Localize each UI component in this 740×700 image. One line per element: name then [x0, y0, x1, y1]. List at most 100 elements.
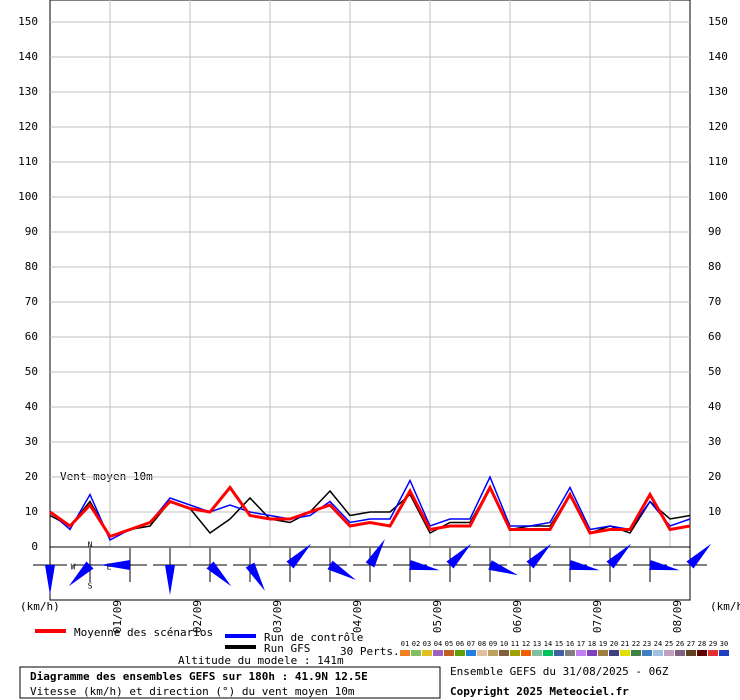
- wind-direction: [446, 543, 472, 569]
- legend-label: 23: [643, 640, 651, 648]
- x-tick-label: 08/09: [671, 600, 684, 633]
- chart-title: Diagramme des ensembles GEFS sur 180h : …: [30, 670, 368, 683]
- legend-swatch: [422, 650, 432, 656]
- legend-label: 25: [665, 640, 673, 648]
- legend-label: 12: [522, 640, 530, 648]
- plot-frame: [49, 0, 691, 601]
- wind-direction: [488, 560, 519, 576]
- legend-swatch: [543, 650, 553, 656]
- legend-label: 02: [412, 640, 420, 648]
- legend-swatch: [664, 650, 674, 656]
- legend-label: 22: [632, 640, 640, 648]
- legend-label: 28: [698, 640, 706, 648]
- y-tick-label: 140: [708, 50, 728, 63]
- wind-direction: [245, 562, 265, 591]
- wind-direction: [526, 543, 552, 569]
- legend-label: Moyenne des scénarios: [74, 626, 213, 639]
- legend-swatch: [653, 650, 663, 656]
- wind-direction: [165, 565, 175, 595]
- y-tick-label: 150: [708, 15, 728, 28]
- legend-swatch: [521, 650, 531, 656]
- chart-subtitle: Vitesse (km/h) et direction (°) du vent …: [30, 685, 355, 698]
- legend-label: 09: [489, 640, 497, 648]
- x-tick-label: 04/09: [351, 600, 364, 633]
- legend-swatch: [554, 650, 564, 656]
- wind-direction: [45, 565, 55, 595]
- y-tick-label: 130: [708, 85, 728, 98]
- wind-direction: [686, 543, 712, 569]
- y-tick-label: 30: [25, 435, 38, 448]
- legend-swatch: [620, 650, 630, 656]
- wind-direction: [286, 543, 312, 569]
- y-tick-label: 20: [25, 470, 38, 483]
- y-tick-label: 90: [708, 225, 721, 238]
- legend-label: 07: [467, 640, 475, 648]
- wind-direction: [206, 561, 232, 587]
- legend-label: 11: [511, 640, 519, 648]
- legend-label: 19: [599, 640, 607, 648]
- legend-swatch: [642, 650, 652, 656]
- legend-swatch: [400, 650, 410, 656]
- y-tick-label: 130: [18, 85, 38, 98]
- x-tick-label: 01/09: [111, 600, 124, 633]
- y-tick-label: 100: [18, 190, 38, 203]
- legend-swatch: [675, 650, 685, 656]
- x-tick-label: 05/09: [431, 600, 444, 633]
- wind-direction: [606, 543, 632, 569]
- legend-label: 08: [478, 640, 486, 648]
- wind-direction: [409, 560, 440, 571]
- legend-swatch: [444, 650, 454, 656]
- y-tick-label: 60: [25, 330, 38, 343]
- y-tick-label: 120: [18, 120, 38, 133]
- legend-swatch: [455, 650, 465, 656]
- legend-swatch: [587, 650, 597, 656]
- legend-label: 27: [687, 640, 695, 648]
- legend-swatch: [576, 650, 586, 656]
- y-tick-label: 110: [18, 155, 38, 168]
- y-tick-label: 100: [708, 190, 728, 203]
- x-tick-label: 07/09: [591, 600, 604, 633]
- wind-direction: [569, 560, 600, 571]
- y-unit: (km/h): [20, 600, 60, 613]
- legend-swatch: [510, 650, 520, 656]
- legend-label: 10: [500, 640, 508, 648]
- legend-swatch: [565, 650, 575, 656]
- y-tick-label: 150: [18, 15, 38, 28]
- wind-direction: [100, 560, 130, 570]
- x-tick-label: 06/09: [511, 600, 524, 633]
- x-tick-label: 03/09: [271, 600, 284, 633]
- legend-label: 26: [676, 640, 684, 648]
- legend-label: 05: [445, 640, 453, 648]
- legend-label: 29: [709, 640, 717, 648]
- legend-label: Run de contrôle: [264, 631, 363, 644]
- legend-swatch: [708, 650, 718, 656]
- legend-label: 17: [577, 640, 585, 648]
- legend-label: Run GFS: [264, 642, 310, 655]
- wind-direction: [327, 560, 356, 580]
- y-tick-label: 30: [708, 435, 721, 448]
- y-unit: (km/h): [710, 600, 740, 613]
- wind-direction: [68, 561, 94, 587]
- legend-swatch: [598, 650, 608, 656]
- legend-label: 18: [588, 640, 596, 648]
- compass-label: S: [88, 582, 93, 591]
- y-tick-label: 80: [708, 260, 721, 273]
- series-line: [49, 484, 691, 539]
- legend-swatch: [697, 650, 707, 656]
- perturbations-label: 30 Perts.: [340, 645, 400, 658]
- legend-label: 21: [621, 640, 629, 648]
- wind-direction: [365, 539, 385, 568]
- y-tick-label: 40: [708, 400, 721, 413]
- altitude: Altitude du modele : 141m: [178, 654, 344, 667]
- y-tick-label: 0: [31, 540, 38, 553]
- y-tick-label: 110: [708, 155, 728, 168]
- wind-direction: [649, 560, 680, 571]
- legend-swatch: [466, 650, 476, 656]
- copyright: Copyright 2025 Meteociel.fr: [450, 685, 629, 698]
- y-tick-label: 60: [708, 330, 721, 343]
- legend-swatch: [411, 650, 421, 656]
- legend-label: 13: [533, 640, 541, 648]
- y-tick-label: 140: [18, 50, 38, 63]
- legend-swatch: [686, 650, 696, 656]
